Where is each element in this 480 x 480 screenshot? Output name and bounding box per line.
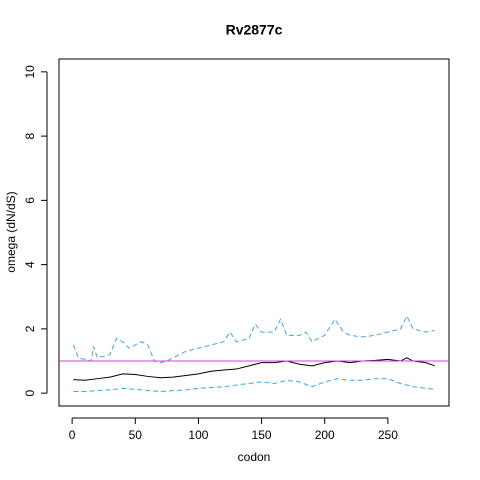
series-line <box>73 378 435 393</box>
y-tick-label: 10 <box>23 65 37 79</box>
y-axis-label: omega (dN/dS) <box>4 191 18 272</box>
x-tick-label: 200 <box>315 428 335 442</box>
x-tick-label: 150 <box>252 428 272 442</box>
plot-frame <box>58 58 450 407</box>
x-tick-label: 50 <box>129 428 143 442</box>
x-tick-label: 250 <box>378 428 398 442</box>
y-tick-label: 4 <box>23 261 37 268</box>
series-line <box>72 314 435 364</box>
y-tick-label: 8 <box>23 132 37 139</box>
x-tick-label: 0 <box>69 428 76 442</box>
y-tick-label: 2 <box>23 325 37 332</box>
x-axis-label: codon <box>238 450 271 464</box>
chart-title: Rv2877c <box>226 22 283 38</box>
series-line <box>73 357 435 381</box>
y-tick-label: 6 <box>23 197 37 204</box>
y-tick-label: 0 <box>23 389 37 396</box>
x-tick-label: 100 <box>188 428 208 442</box>
